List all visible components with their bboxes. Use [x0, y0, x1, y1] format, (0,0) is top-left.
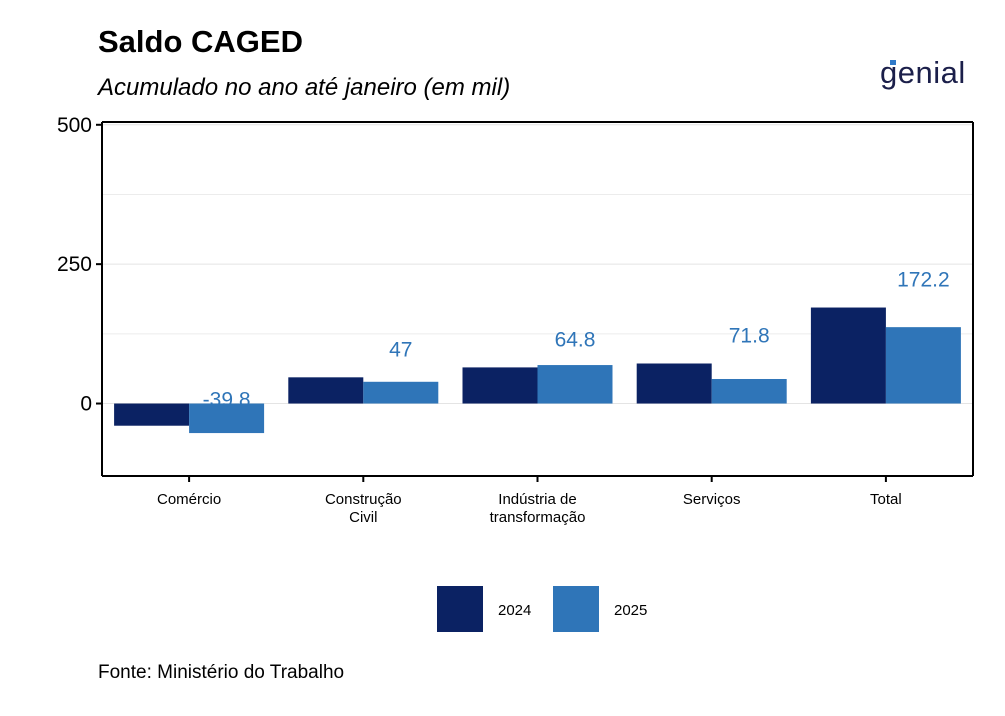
bar-2024: [288, 377, 364, 404]
bar-2025: [711, 378, 787, 404]
legend-key-2024: [437, 586, 483, 632]
data-label: 172.2: [897, 269, 950, 292]
logo-accent-icon: [890, 60, 896, 65]
data-label: -39.8: [203, 389, 251, 412]
bar-2024: [462, 367, 538, 404]
x-tick-label: Serviços: [683, 491, 741, 508]
x-tick-label: transformação: [490, 509, 586, 526]
bar-2025: [537, 365, 613, 404]
data-label: 64.8: [555, 328, 596, 351]
source-note: Fonte: Ministério do Trabalho: [98, 662, 345, 683]
bar-2024: [636, 363, 712, 404]
y-tick-label: 0: [80, 393, 92, 416]
legend-label: 2024: [498, 602, 531, 619]
chart-title: Saldo CAGED: [98, 24, 303, 59]
x-tick-label: Comércio: [157, 491, 221, 508]
legend-key-2025: [553, 586, 599, 632]
data-label: 71.8: [729, 325, 770, 348]
bar-2024: [810, 307, 886, 404]
y-tick-label: 250: [57, 253, 92, 276]
bar-2024: [114, 403, 190, 426]
x-tick-label: Total: [870, 491, 902, 508]
bar-2025: [363, 381, 439, 404]
data-label: 47: [389, 338, 412, 361]
x-tick-label: Indústria de: [498, 491, 576, 508]
genial-logo: genial: [880, 55, 966, 91]
x-tick-label: Civil: [349, 509, 377, 526]
y-tick-label: 500: [57, 114, 92, 137]
chart-subtitle: Acumulado no ano até janeiro (em mil): [98, 74, 511, 101]
legend-label: 2025: [614, 602, 647, 619]
x-tick-label: Construção: [325, 491, 402, 508]
bar-2025: [189, 403, 265, 434]
bar-2025: [885, 327, 961, 404]
